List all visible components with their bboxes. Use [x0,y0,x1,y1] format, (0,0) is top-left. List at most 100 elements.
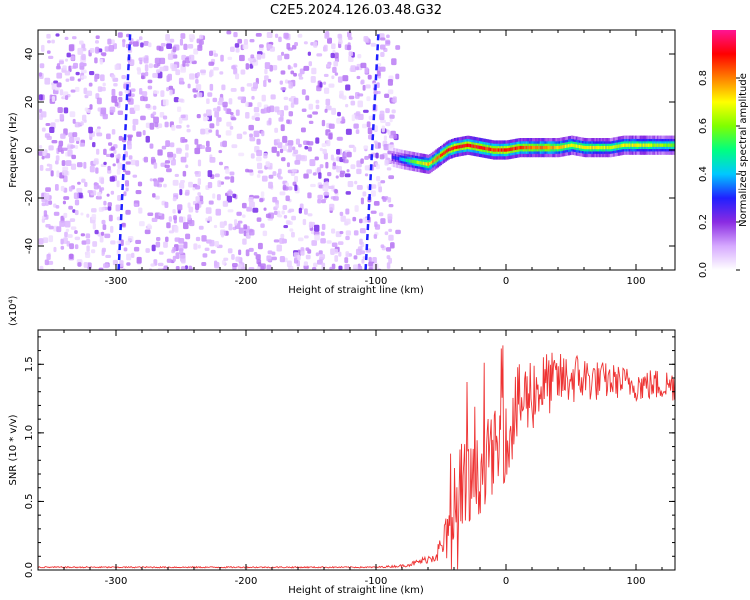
heatmap-cell [173,215,178,221]
heatmap-cell [330,248,335,256]
y-tick-label: 0.0 [24,562,35,578]
heatmap-cell [243,38,248,45]
heatmap-cell [391,109,396,114]
heatmap-cell [60,133,66,139]
heatmap-cell [255,117,260,121]
signal-cell [642,143,645,147]
y-tick-label: 0 [24,147,35,153]
heatmap-cell [65,78,70,82]
heatmap-cell [331,228,336,234]
heatmap-cell [111,95,118,103]
heatmap-streak [117,30,132,270]
heatmap-cell [80,121,84,126]
signal-cell [427,162,430,166]
heatmap-cell [164,201,169,208]
heatmap-cell [61,170,68,176]
heatmap-cell [370,210,377,214]
heatmap-cell [202,116,208,122]
heatmap-cell [214,262,220,269]
heatmap-cell [268,117,272,125]
heatmap-cell [81,178,86,183]
heatmap-cell [333,61,339,67]
heatmap-cell [386,262,391,269]
heatmap-cell [134,203,139,208]
heatmap-cell [256,138,261,145]
heatmap-cell [388,234,394,241]
heatmap-cell [97,86,103,93]
heatmap-cell [149,143,154,149]
heatmap-cell [351,114,355,122]
heatmap-cell [382,197,387,202]
signal-cell [494,148,497,152]
heatmap-cell [332,49,336,54]
signal-cell [419,161,422,165]
heatmap-cell [81,53,86,61]
signal-cell [507,148,510,152]
heatmap-cell [303,235,309,239]
heatmap-cell [328,133,333,140]
heatmap-cell [367,74,372,80]
signal-cell [424,162,427,166]
heatmap-cell [42,237,49,244]
heatmap-cell [125,170,131,175]
heatmap-cell [370,190,376,197]
heatmap-cell [188,54,195,62]
heatmap-cell [105,254,112,258]
signal-cell [486,147,489,151]
heatmap-cell [367,127,373,135]
snr-ylabel: SNR (10 * v/v) [8,414,19,485]
heatmap-cell [111,39,115,45]
heatmap-cell [338,265,343,270]
heatmap-cell [59,113,64,120]
heatmap-cell [101,52,107,57]
heatmap-cell [77,78,81,82]
heatmap-cell [370,42,376,47]
heatmap-cell [323,73,329,78]
heatmap-cell [312,111,318,115]
heatmap-cell [395,73,400,80]
heatmap-cell [147,85,153,90]
heatmap-cell [48,235,54,243]
signal-cell [581,145,585,149]
heatmap-cell [157,149,163,156]
heatmap-cell [245,249,250,257]
signal-cell [608,145,611,150]
heatmap-cell [269,64,273,72]
heatmap-cell [143,57,149,64]
heatmap-cell [53,211,60,216]
signal-cell [444,150,447,154]
heatmap-cell [241,202,247,209]
heatmap-cell [334,255,339,262]
heatmap-cell [105,153,112,158]
heatmap-cell [174,225,179,233]
heatmap-cell [285,142,289,147]
signal-cell [624,143,627,147]
heatmap-cell [298,73,303,77]
heatmap-cell [356,265,363,270]
signal-cell [480,146,483,150]
heatmap-cell [166,87,170,92]
heatmap-cell [260,191,265,198]
signal-cell [508,147,511,152]
heatmap-cell [152,105,157,110]
heatmap-cell [344,263,350,270]
y-tick-label: -20 [24,190,35,206]
heatmap-cell [60,245,65,250]
heatmap-cell [271,146,277,153]
heatmap-cell [200,128,206,135]
heatmap-cell [38,94,43,101]
heatmap-cell [218,161,224,166]
heatmap-cell [277,55,283,61]
heatmap-cell [219,71,224,75]
heatmap-cell [256,156,262,162]
heatmap-cell [274,127,279,133]
heatmap-cell [107,38,112,45]
heatmap-cell [318,172,322,179]
signal-cell [441,152,444,157]
heatmap-cell [263,152,268,159]
heatmap-cell [195,236,201,242]
heatmap-cell [184,265,188,270]
heatmap-cell [100,177,105,185]
heatmap-cell [130,159,137,166]
heatmap-cell [304,208,308,215]
